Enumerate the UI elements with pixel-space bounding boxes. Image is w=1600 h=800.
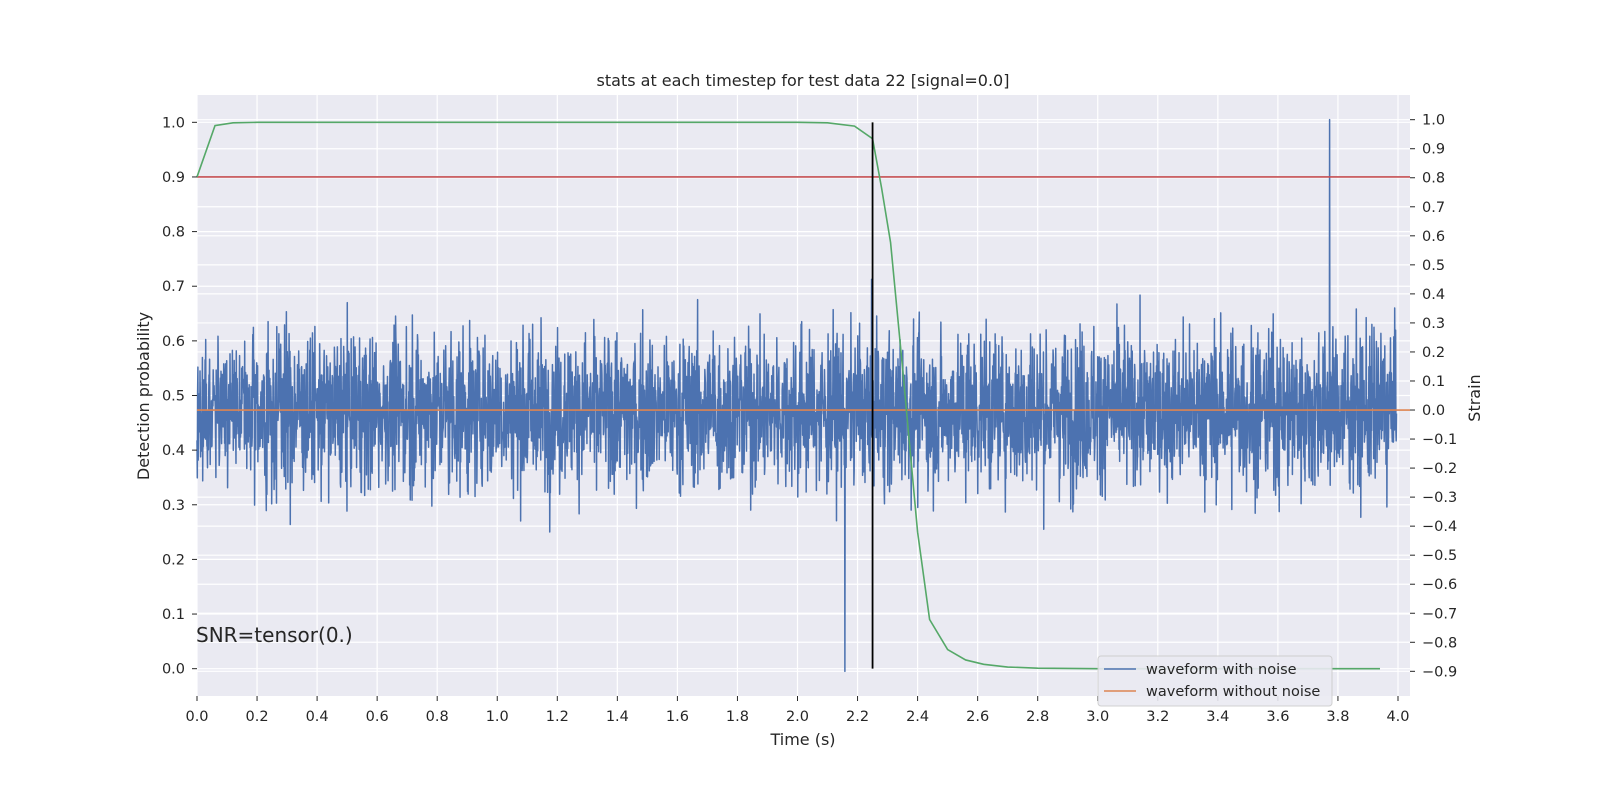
- x-tick-label-10: 2.0: [786, 709, 809, 725]
- y2-tick-label-3: −0.6: [1422, 577, 1457, 593]
- snr-annotation: SNR=tensor(0.): [196, 623, 353, 647]
- y2-tick-label-2: −0.7: [1422, 606, 1457, 622]
- x-tick-label-20: 4.0: [1386, 709, 1409, 725]
- y-tick-label-1: 0.1: [162, 607, 185, 623]
- series-waveform-with-noise: [196, 118, 1398, 673]
- x-tick-label-4: 0.8: [426, 709, 449, 725]
- y2-tick-label-17: 0.8: [1422, 171, 1445, 187]
- y2-tick-label-5: −0.4: [1422, 519, 1457, 535]
- y-tick-label-0: 0.0: [162, 662, 185, 678]
- y-tick-label-5: 0.5: [162, 389, 185, 405]
- y-tick-label-3: 0.3: [162, 498, 185, 514]
- y2-axis-ticks: −0.9 −0.8 −0.7 −0.6 −0.5 −0.4 −0.3 −0.2 −0.1 0.0 0…: [1410, 113, 1457, 680]
- x-tick-label-16: 3.2: [1146, 709, 1169, 725]
- x-tick-label-9: 1.8: [726, 709, 749, 725]
- y-tick-label-8: 0.8: [162, 225, 185, 241]
- y2-tick-label-6: −0.3: [1422, 490, 1457, 506]
- series-detection-probability: [196, 121, 1380, 670]
- y2-tick-label-16: 0.7: [1422, 200, 1445, 216]
- x-tick-label-0: 0.0: [185, 709, 208, 725]
- y-axis-ticks: 0.0 0.1 0.2 0.3 0.4 0.5 0.6 0.7 0.8 0.9 1.0: [162, 115, 197, 678]
- chart-title: stats at each timestep for test data 22 …: [597, 71, 1010, 90]
- y2-tick-label-9: 0.0: [1422, 403, 1445, 419]
- x-tick-label-1: 0.2: [246, 709, 269, 725]
- y-tick-label-6: 0.6: [162, 334, 185, 350]
- y2-tick-label-0: −0.9: [1422, 664, 1457, 680]
- y2-tick-label-19: 1.0: [1422, 113, 1445, 129]
- y2-tick-label-10: 0.1: [1422, 374, 1445, 390]
- x-tick-label-11: 2.2: [846, 709, 869, 725]
- x-tick-label-19: 3.8: [1326, 709, 1349, 725]
- x-tick-label-5: 1.0: [486, 709, 509, 725]
- y2-tick-label-4: −0.5: [1422, 548, 1457, 564]
- y2-tick-label-12: 0.3: [1422, 316, 1445, 332]
- y-axis-label: Detection probability: [134, 312, 153, 480]
- y2-tick-label-13: 0.4: [1422, 287, 1445, 303]
- x-tick-label-2: 0.4: [306, 709, 329, 725]
- y2-tick-label-1: −0.8: [1422, 635, 1457, 651]
- y2-tick-label-15: 0.6: [1422, 229, 1445, 245]
- x-tick-label-18: 3.6: [1266, 709, 1289, 725]
- y-tick-label-10: 1.0: [162, 115, 185, 131]
- x-axis-label: Time (s): [769, 730, 835, 749]
- y2-axis-label: Strain: [1465, 374, 1484, 421]
- y-tick-label-9: 0.9: [162, 170, 185, 186]
- x-tick-label-17: 3.4: [1206, 709, 1229, 725]
- x-tick-label-6: 1.2: [546, 709, 569, 725]
- y2-tick-label-14: 0.5: [1422, 258, 1445, 274]
- y2-tick-label-11: 0.2: [1422, 345, 1445, 361]
- x-tick-label-15: 3.0: [1086, 709, 1109, 725]
- lines-layer: [196, 121, 1410, 670]
- y2-tick-label-18: 0.9: [1422, 142, 1445, 158]
- x-tick-label-8: 1.6: [666, 709, 689, 725]
- x-tick-label-3: 0.6: [366, 709, 389, 725]
- y-tick-label-4: 0.4: [162, 443, 185, 459]
- x-tick-label-14: 2.8: [1026, 709, 1049, 725]
- legend-label-waveform-without-noise: waveform without noise: [1146, 684, 1320, 700]
- y-tick-label-7: 0.7: [162, 279, 185, 295]
- x-tick-label-13: 2.6: [966, 709, 989, 725]
- legend: waveform with noise waveform without noi…: [1097, 655, 1333, 707]
- legend-label-waveform-with-noise: waveform with noise: [1146, 662, 1297, 678]
- y2-tick-label-8: −0.1: [1422, 432, 1457, 448]
- y2-tick-label-7: −0.2: [1422, 461, 1457, 477]
- waveform-with-noise-layer: [196, 118, 1398, 673]
- y-tick-label-2: 0.2: [162, 552, 185, 568]
- legend-box: [1097, 655, 1333, 707]
- x-tick-label-7: 1.4: [606, 709, 629, 725]
- x-axis-ticks: 0.0 0.2 0.4 0.6 0.8 1.0 1.2 1.4 1.6 1.8 2.0 2.2 2.4 2…: [185, 696, 1410, 725]
- x-tick-label-12: 2.4: [906, 709, 929, 725]
